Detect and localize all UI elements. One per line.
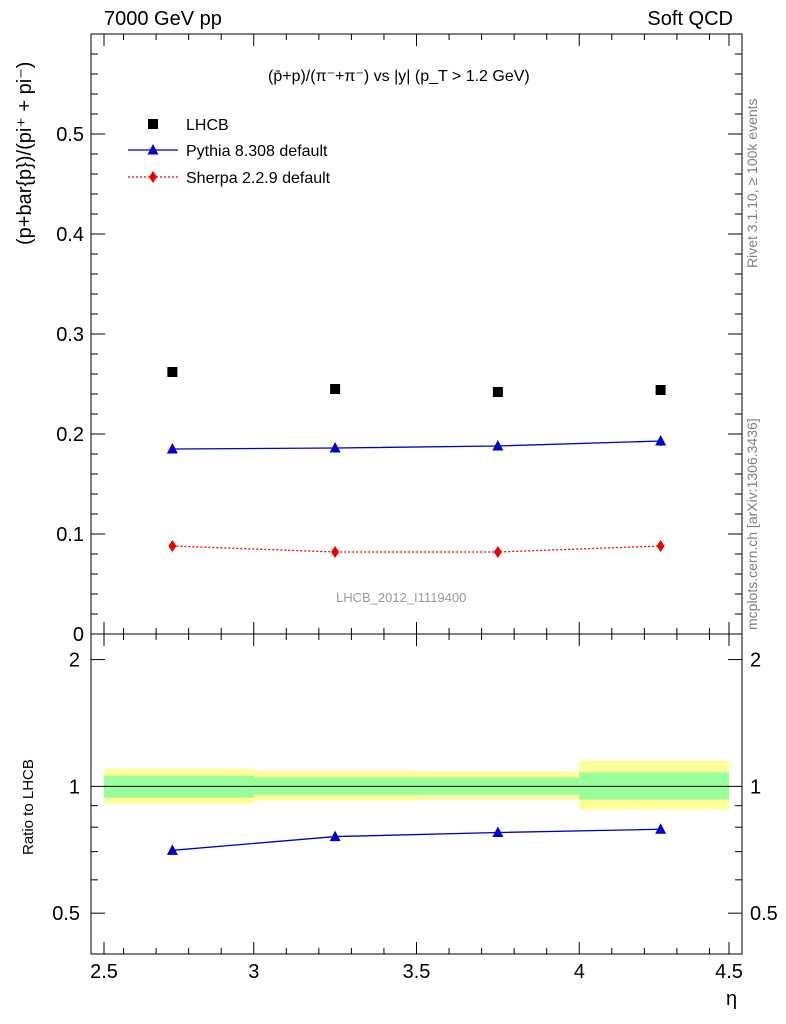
x-tick-label: 2.5 bbox=[90, 961, 118, 983]
data-point bbox=[331, 546, 340, 558]
y-tick-label: 0.5 bbox=[56, 124, 84, 146]
header-left-label: 7000 GeV pp bbox=[104, 8, 222, 30]
ratio-y-tick-label-right: 0.5 bbox=[750, 903, 778, 925]
x-tick-label: 4.5 bbox=[715, 961, 743, 983]
legend-label: Pythia 8.308 default bbox=[186, 143, 328, 160]
y-tick-label: 0.4 bbox=[56, 224, 84, 246]
ratio-data-point bbox=[329, 830, 341, 842]
header-right-label: Soft QCD bbox=[647, 8, 733, 30]
data-point bbox=[655, 435, 667, 446]
ratio-y-tick-label-left: 0.5 bbox=[52, 903, 80, 925]
y-tick-label: 0.3 bbox=[56, 324, 84, 346]
data-point bbox=[655, 385, 666, 395]
mcplots-side-label: mcplots.cern.ch [arXiv:1306.3436] bbox=[744, 418, 760, 630]
analysis-watermark: LHCB_2012_I1119400 bbox=[336, 590, 467, 605]
x-tick-label: 4 bbox=[574, 961, 585, 983]
data-point bbox=[166, 443, 178, 454]
data-point bbox=[330, 384, 341, 394]
x-tick-label: 3 bbox=[248, 961, 259, 983]
data-point bbox=[492, 387, 503, 397]
data-point bbox=[656, 540, 665, 552]
rivet-side-label: Rivet 3.1.10, ≥ 100k events bbox=[744, 98, 760, 268]
legend-marker bbox=[149, 171, 157, 183]
ratio-y-tick-label-left: 1 bbox=[69, 776, 80, 798]
top-y-axis-label: (p+bar{p})/(pi⁺ + pi⁻) bbox=[14, 61, 36, 245]
y-tick-label: 0.2 bbox=[56, 424, 84, 446]
ratio-y-tick-label-left: 2 bbox=[69, 650, 80, 672]
y-tick-label: 0.1 bbox=[56, 524, 84, 546]
legend-marker bbox=[148, 119, 158, 129]
ratio-data-point bbox=[492, 826, 504, 838]
ratio-series-line bbox=[172, 828, 661, 851]
series-line bbox=[172, 440, 661, 450]
ratio-y-tick-label-right: 1 bbox=[750, 776, 761, 798]
data-point bbox=[493, 546, 502, 558]
legend-marker bbox=[147, 144, 159, 155]
plot-title: (p̄+p)/(π⁻+π⁻) vs |y| (p_T > 1.2 GeV) bbox=[268, 68, 530, 85]
data-point bbox=[167, 367, 178, 377]
data-point bbox=[329, 442, 341, 453]
ratio-data-point bbox=[166, 844, 178, 855]
legend-label: Sherpa 2.2.9 default bbox=[186, 170, 331, 187]
legend-label: LHCB bbox=[186, 117, 229, 134]
x-axis-label: η bbox=[726, 988, 738, 1010]
ratio-y-axis-label: Ratio to LHCB bbox=[20, 759, 37, 855]
ratio-y-tick-label-right: 2 bbox=[750, 650, 761, 672]
y-tick-label: 0 bbox=[73, 624, 84, 646]
data-point bbox=[168, 540, 177, 552]
data-point bbox=[492, 440, 504, 451]
series-line bbox=[172, 545, 661, 553]
x-tick-label: 3.5 bbox=[403, 961, 431, 983]
ratio-data-point bbox=[655, 823, 667, 834]
